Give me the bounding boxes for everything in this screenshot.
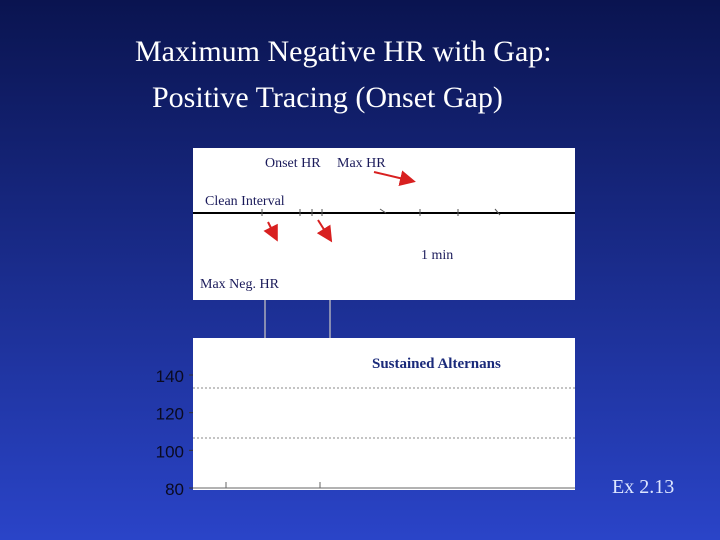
y-tick-label: 80 <box>165 480 184 499</box>
arrows <box>263 170 416 243</box>
upper-panel <box>193 148 575 300</box>
connector-lines <box>264 300 331 338</box>
y-tick-label: 120 <box>156 405 184 424</box>
max-hr-label: Max HR <box>337 156 386 171</box>
footer: Ex 2.13 <box>612 476 674 498</box>
onset-hr-label: Onset HR <box>265 156 321 171</box>
tracing-ticks <box>261 208 501 216</box>
y-tick-label: 100 <box>156 442 184 461</box>
title-line: Positive Tracing (Onset Gap) <box>152 81 503 114</box>
max-neg-hr-label: Max Neg. HR <box>200 277 280 292</box>
y-tick-label: 140 <box>156 367 184 386</box>
title-line: Maximum Negative HR with Gap: <box>135 35 552 68</box>
time-scale-label: 1 min <box>421 248 453 263</box>
panel-label: Sustained Alternans <box>372 356 501 372</box>
lower-panel <box>193 338 575 490</box>
clean-interval-label: Clean Interval <box>205 194 285 209</box>
